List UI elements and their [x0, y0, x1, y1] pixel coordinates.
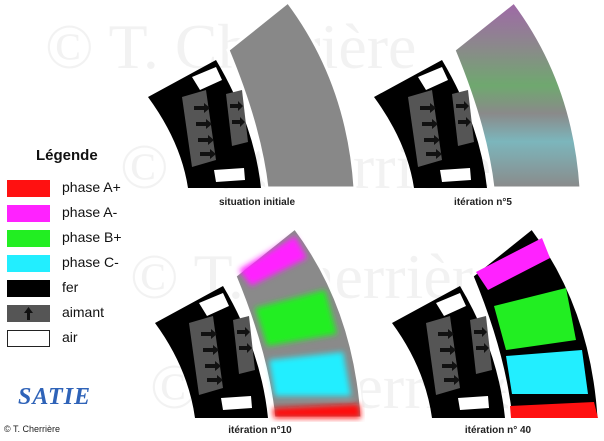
legend-label: aimant — [62, 304, 105, 320]
panel-iteration-10 — [155, 228, 365, 422]
stator-region — [226, 2, 357, 190]
air-pocket-top — [436, 293, 466, 316]
air-pocket-bottom — [221, 396, 252, 410]
stator-region — [452, 2, 583, 190]
swatch-air — [7, 330, 50, 347]
legend-title: Légende — [36, 147, 98, 164]
legend-label: fer — [62, 279, 79, 295]
air-pocket-top — [192, 67, 222, 90]
legend-label: phase A- — [62, 204, 118, 220]
swatch-aimant — [7, 305, 50, 322]
legend-label: phase A+ — [62, 179, 121, 195]
swatch-phase-a-minus — [7, 205, 50, 222]
legend-label: phase B+ — [62, 229, 122, 245]
panel-initial — [148, 2, 358, 194]
caption-iteration-40: itération n° 40 — [464, 425, 532, 436]
satie-logo: SATIE — [18, 384, 92, 410]
arrow-up-icon — [24, 307, 33, 320]
phase-c-minus-slot — [506, 350, 588, 394]
caption-iteration-5: itération n°5 — [454, 197, 512, 208]
panel-iteration-5 — [374, 2, 584, 194]
magnet-arrows — [194, 101, 245, 159]
magnet-arrows — [438, 327, 489, 385]
panel-iteration-40 — [392, 228, 602, 422]
phase-a-plus-slot — [510, 402, 598, 418]
caption-initial: situation initiale — [218, 197, 296, 208]
swatch-phase-b-plus — [7, 230, 50, 247]
swatch-phase-a-plus — [7, 180, 50, 197]
copyright-text: © T. Cherrière — [4, 424, 60, 434]
swatch-phase-c-minus — [7, 255, 50, 272]
caption-iteration-10: itération n°10 — [228, 425, 292, 436]
air-pocket-top — [418, 67, 448, 90]
air-pocket-bottom — [458, 396, 489, 410]
air-pocket-bottom — [214, 168, 245, 182]
legend-label: air — [62, 329, 78, 345]
air-pocket-bottom — [440, 168, 471, 182]
phase-a-minus-slot — [476, 238, 550, 290]
swatch-fer — [7, 280, 50, 297]
magnet-arrows — [420, 101, 471, 159]
magnet-arrows — [201, 327, 252, 385]
air-pocket-top — [199, 293, 229, 316]
phase-b-plus-slot — [494, 288, 576, 350]
legend-label: phase C- — [62, 254, 119, 270]
